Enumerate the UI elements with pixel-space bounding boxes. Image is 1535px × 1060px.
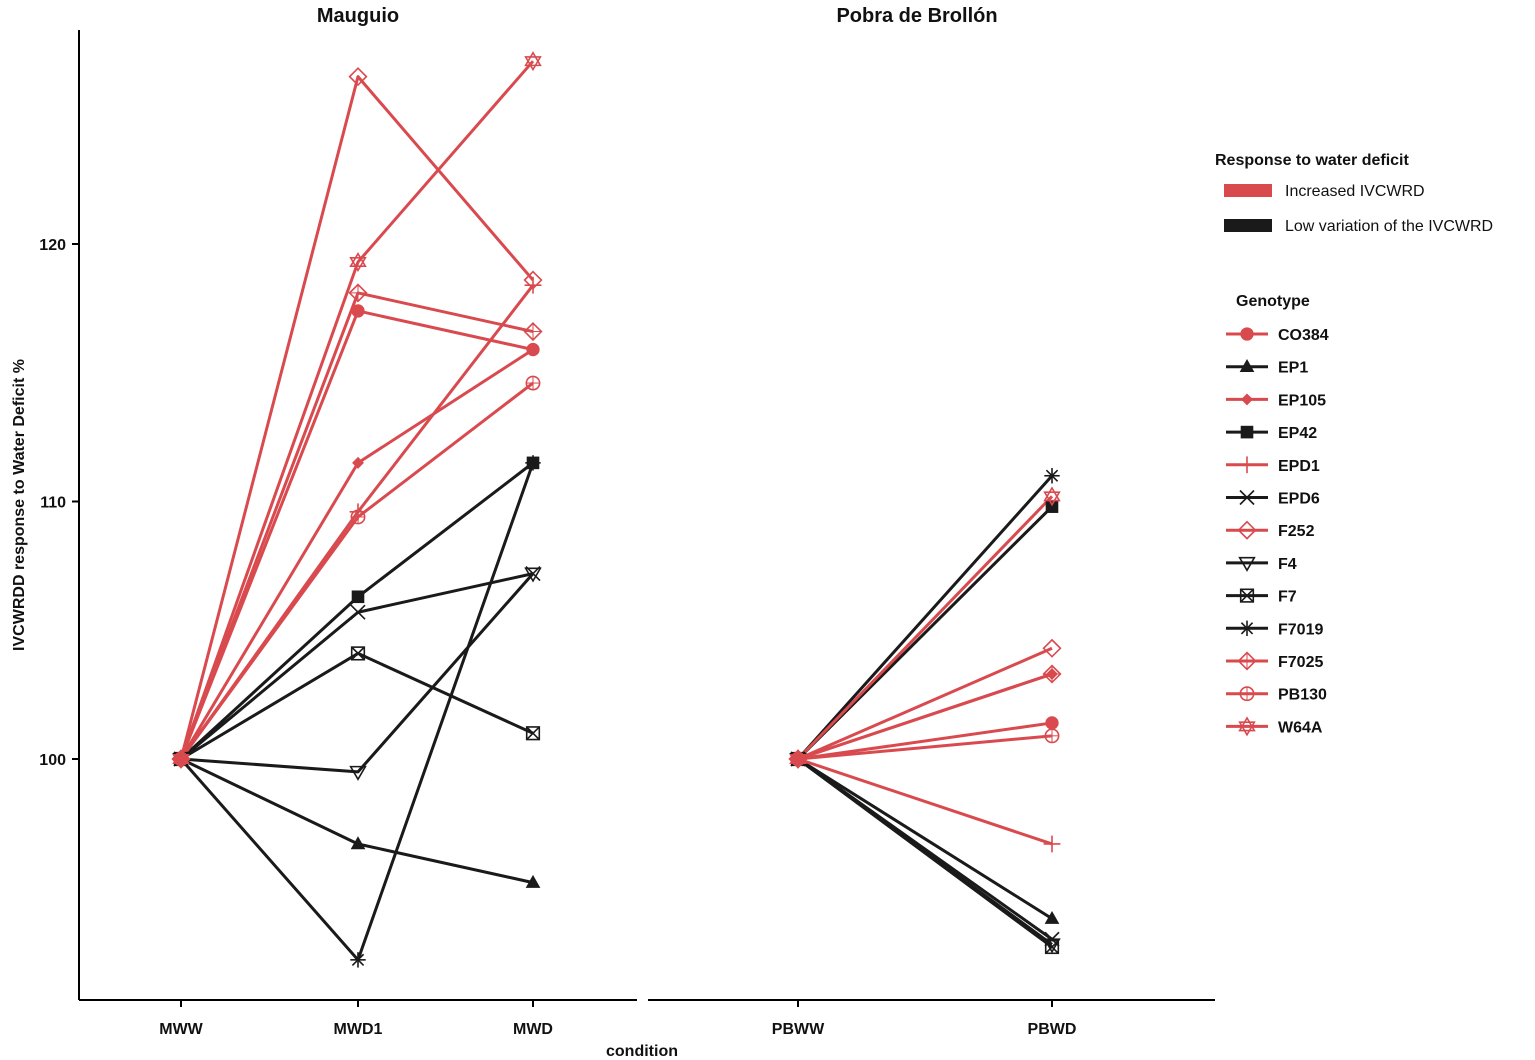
- point-EP105-MWD1: [352, 456, 364, 469]
- point-F4-PBWD: [1043, 938, 1061, 954]
- legend-marker-PB130: [1239, 686, 1255, 702]
- series-line-F252-1: [797, 646, 1053, 761]
- y-axis-title: IVCWRDD response to Water Deficit %: [11, 359, 28, 651]
- point-EPD1-MWD: [524, 276, 542, 294]
- point-W64A-MWD: [524, 51, 542, 72]
- series-line-CO384-1: [797, 721, 1053, 761]
- point-PB130-PBWD: [1044, 728, 1060, 744]
- legend-marker-W64A: [1238, 716, 1256, 737]
- x-tick-label-MWW: MWW: [159, 1021, 203, 1038]
- legend-marker-EP105: [1241, 393, 1253, 406]
- legend-marker-CO384: [1240, 327, 1254, 341]
- y-ticks: 100 110 120: [39, 237, 79, 769]
- legend-genotype-title: Genotype: [1236, 293, 1310, 310]
- point-F252-MWD1: [348, 67, 368, 87]
- point-F7025-MWD1: [348, 283, 368, 303]
- point-F7019-MWD1: [350, 952, 366, 968]
- point-EPD6-MWD1: [350, 604, 366, 620]
- point-W64A-PBWD: [1043, 486, 1061, 507]
- legend-label-F252: F252: [1278, 523, 1315, 540]
- point-PB130-MWD1: [350, 509, 366, 525]
- facet-title-mauguio: Mauguio: [317, 5, 399, 27]
- legend-response-swatch-low: [1224, 219, 1272, 232]
- point-F252-MWD: [523, 270, 543, 290]
- legend-label-F7025: F7025: [1278, 654, 1323, 671]
- point-EP42-PBWD: [1045, 500, 1059, 513]
- point-F7019-MWD: [525, 455, 541, 471]
- point-EP105-MWD: [527, 343, 539, 356]
- series-line-F252-0: [179, 75, 535, 760]
- point-W64A-MWD1: [349, 252, 367, 273]
- y-tick-label-110: 110: [40, 495, 66, 512]
- legend-marker-F4: [1238, 556, 1256, 572]
- plot-mauguio: [171, 51, 543, 968]
- point-EP1-MWD: [525, 874, 541, 888]
- point-CO384-PBWD: [1045, 716, 1059, 730]
- point-W64A-PBWW: [789, 749, 807, 769]
- legend-label-PB130: PB130: [1278, 687, 1327, 704]
- legend-label-EPD1: EPD1: [1278, 458, 1320, 475]
- series-line-F7019-1: [796, 474, 1054, 761]
- series-line-F4-0: [180, 572, 535, 774]
- series-line-EPD1-1: [797, 757, 1053, 846]
- legend-label-EPD6: EPD6: [1278, 491, 1320, 508]
- x-axis-title: condition: [606, 1043, 678, 1060]
- legend-marker-F7: [1239, 588, 1255, 603]
- legend-genotype: CO384 EP1 EP105 EP42 EPD1 EPD6 F252 F4 F7 F7019 F7…: [1226, 327, 1329, 736]
- legend-marker-EP42: [1240, 425, 1254, 439]
- legend-label-F7: F7: [1278, 589, 1297, 606]
- series-line-F7-1: [797, 757, 1053, 949]
- series-line-W64A-1: [796, 495, 1054, 761]
- legend-response-title: Response to water deficit: [1215, 152, 1409, 169]
- point-F7025-PBWD: [1042, 664, 1062, 684]
- point-F4-MWD: [524, 567, 542, 583]
- legend-response-label-low: Low variation of the IVCWRD: [1285, 218, 1493, 235]
- legend-marker-EPD6: [1239, 489, 1255, 506]
- point-F7025-MWD: [523, 322, 543, 342]
- legend-marker-EP1: [1239, 359, 1255, 372]
- point-EP1-MWD1: [350, 836, 366, 850]
- facet-title-pobra: Pobra de Brollón: [836, 5, 997, 27]
- x-tick-label-PBWW: PBWW: [772, 1021, 825, 1038]
- legend-marker-F252: [1237, 520, 1257, 540]
- point-F7-MWD1: [350, 646, 366, 661]
- legend-marker-EPD1: [1238, 456, 1256, 474]
- point-F7-MWD: [525, 726, 541, 741]
- plot-pobra: [788, 468, 1062, 955]
- series-line-F7025-1: [797, 672, 1053, 761]
- legend-label-F4: F4: [1278, 556, 1297, 573]
- x-tick-label-MWD: MWD: [513, 1021, 553, 1038]
- x-tick-label-PBWD: PBWD: [1028, 1021, 1077, 1038]
- point-PB130-MWD: [525, 375, 541, 391]
- point-CO384-MWD1: [351, 304, 365, 318]
- legend-marker-F7025: [1237, 651, 1257, 671]
- point-F4-MWD1: [349, 765, 367, 781]
- point-EP1-PBWD: [1044, 910, 1060, 924]
- series-line-PB130-1: [797, 734, 1053, 761]
- legend-label-EP42: EP42: [1278, 425, 1317, 442]
- legend-response-swatch-increased: [1224, 184, 1272, 197]
- legend-label-EP105: EP105: [1278, 392, 1326, 409]
- legend-label-EP1: EP1: [1278, 360, 1308, 377]
- point-F7019-PBWD: [1044, 468, 1060, 484]
- legend-marker-F7019: [1239, 620, 1255, 636]
- series-line-EP1-1: [797, 757, 1053, 920]
- y-tick-label-120: 120: [39, 237, 66, 254]
- x-tick-label-MWD1: MWD1: [334, 1021, 383, 1038]
- legend-label-F7019: F7019: [1278, 621, 1323, 638]
- legend-response-label-increased: Increased IVCWRD: [1285, 183, 1425, 200]
- point-EPD1-PBWD: [1043, 835, 1061, 853]
- x-ticks: MWW MWD1 MWD PBWW PBWD: [159, 1000, 1076, 1038]
- series-line-W64A-0: [179, 60, 535, 760]
- legend-label-CO384: CO384: [1278, 327, 1329, 344]
- point-F252-PBWD: [1042, 638, 1062, 658]
- point-W64A-MWW: [172, 749, 190, 769]
- point-EP42-MWD1: [351, 590, 365, 604]
- point-F7-PBWD: [1044, 939, 1060, 955]
- legend-label-W64A: W64A: [1278, 719, 1323, 736]
- y-tick-label-100: 100: [39, 752, 66, 769]
